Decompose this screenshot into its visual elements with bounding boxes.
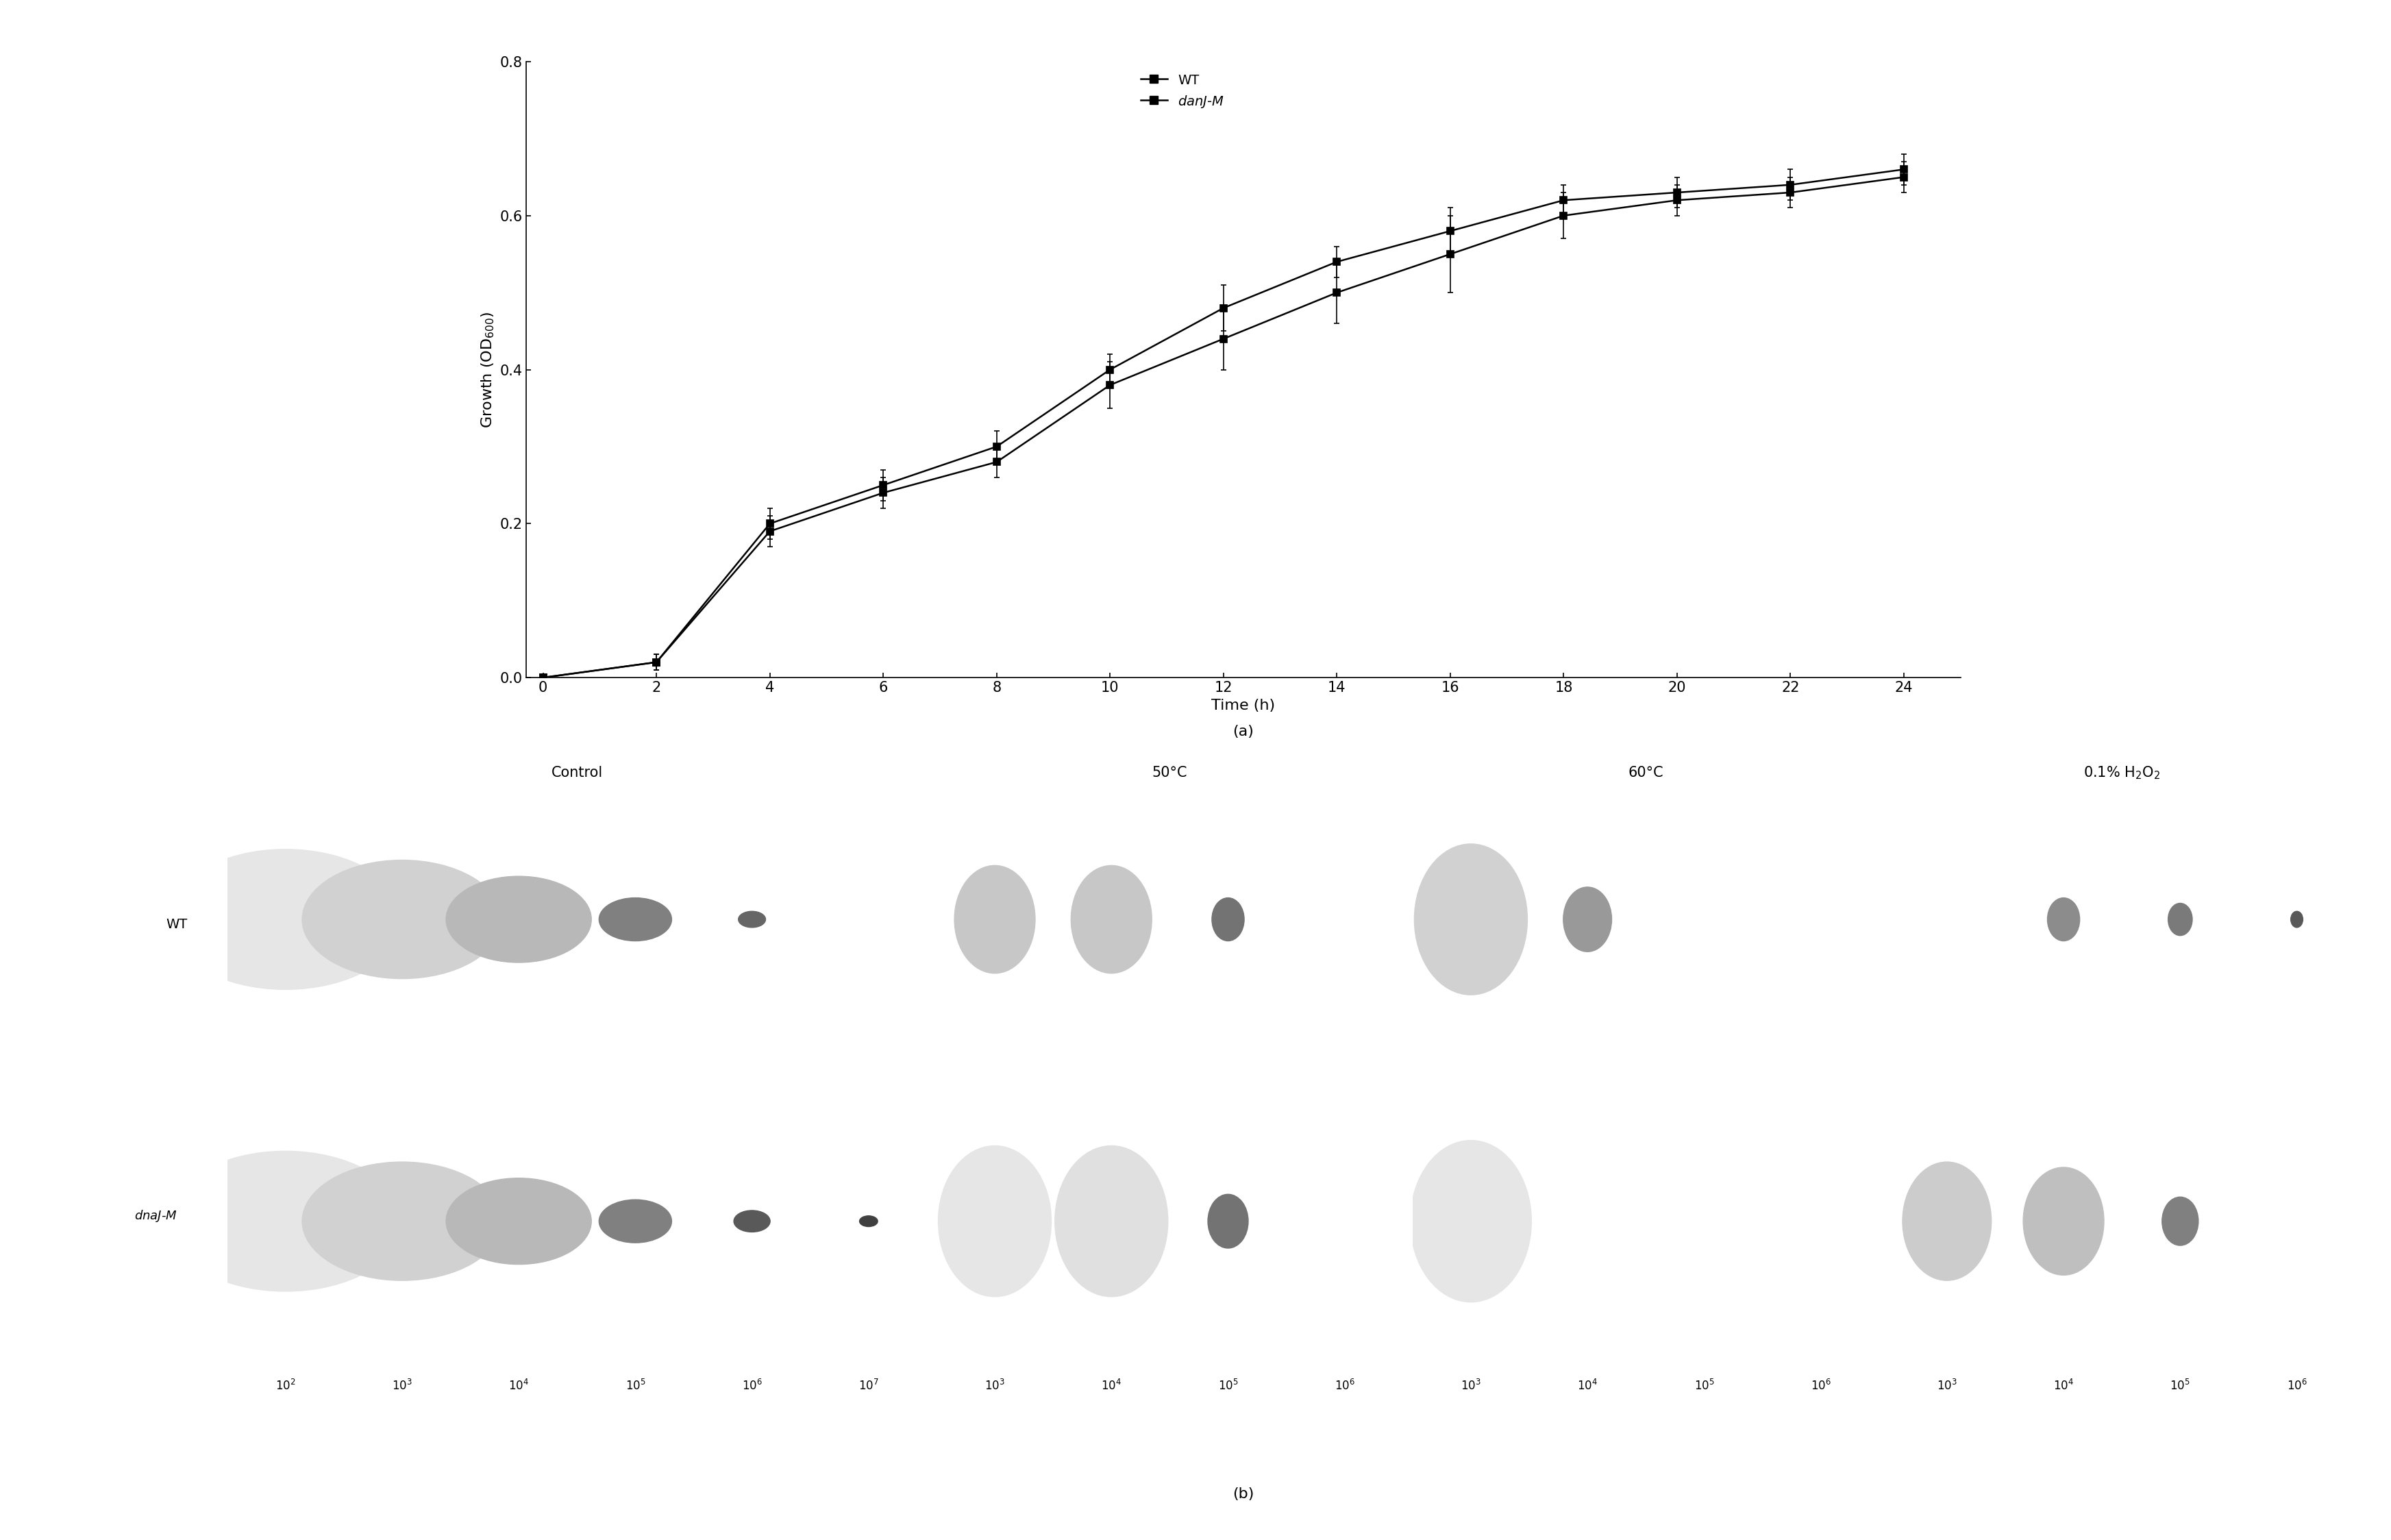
Ellipse shape	[2291, 912, 2303, 927]
Text: (b): (b)	[1234, 1488, 1253, 1500]
Ellipse shape	[1903, 1161, 1992, 1281]
Text: 10$^4$: 10$^4$	[2054, 1380, 2073, 1392]
Ellipse shape	[2161, 1197, 2197, 1246]
Ellipse shape	[1054, 1146, 1167, 1297]
Text: 10$^6$: 10$^6$	[2286, 1380, 2307, 1392]
Ellipse shape	[954, 865, 1035, 973]
X-axis label: Time (h): Time (h)	[1212, 699, 1274, 711]
Ellipse shape	[167, 1152, 404, 1291]
Text: 10$^6$: 10$^6$	[1810, 1380, 1832, 1392]
Text: 10$^4$: 10$^4$	[1102, 1380, 1121, 1392]
Text: 10$^5$: 10$^5$	[2171, 1380, 2190, 1392]
Ellipse shape	[301, 859, 502, 979]
Ellipse shape	[1071, 865, 1152, 973]
Ellipse shape	[167, 850, 404, 990]
Ellipse shape	[734, 1210, 770, 1232]
Ellipse shape	[1207, 1195, 1248, 1247]
Text: 10$^2$: 10$^2$	[275, 1380, 296, 1392]
Ellipse shape	[1212, 898, 1243, 941]
Text: WT: WT	[167, 918, 186, 932]
Ellipse shape	[1415, 844, 1528, 995]
Ellipse shape	[301, 1161, 502, 1281]
Ellipse shape	[858, 1217, 877, 1226]
Ellipse shape	[600, 1200, 672, 1243]
Ellipse shape	[447, 1178, 591, 1264]
Text: Control: Control	[552, 767, 603, 779]
Ellipse shape	[447, 876, 591, 962]
Ellipse shape	[2047, 898, 2080, 941]
Text: 10$^4$: 10$^4$	[509, 1380, 528, 1392]
Ellipse shape	[739, 912, 765, 927]
Text: 10$^5$: 10$^5$	[1217, 1380, 1239, 1392]
Ellipse shape	[1411, 1140, 1530, 1303]
Text: $dnaJ$-$M$: $dnaJ$-$M$	[134, 1209, 177, 1223]
Text: 60°C: 60°C	[1628, 767, 1664, 779]
Text: 10$^3$: 10$^3$	[985, 1380, 1004, 1392]
Text: 10$^3$: 10$^3$	[392, 1380, 411, 1392]
Text: 10$^5$: 10$^5$	[1693, 1380, 1714, 1392]
Text: 0.1% H$_2$O$_2$: 0.1% H$_2$O$_2$	[2083, 765, 2159, 781]
Ellipse shape	[937, 1146, 1052, 1297]
Text: 10$^3$: 10$^3$	[1937, 1380, 1958, 1392]
Text: (a): (a)	[1234, 725, 1253, 738]
Text: 10$^5$: 10$^5$	[624, 1380, 646, 1392]
Text: 10$^7$: 10$^7$	[858, 1380, 880, 1392]
Ellipse shape	[1564, 887, 1612, 952]
Y-axis label: Growth (OD$_{600}$): Growth (OD$_{600}$)	[481, 311, 495, 428]
Text: 10$^6$: 10$^6$	[1334, 1380, 1356, 1392]
Legend: WT, $danJ$-$M$: WT, $danJ$-$M$	[1136, 68, 1229, 114]
Text: 10$^3$: 10$^3$	[1461, 1380, 1480, 1392]
Text: 10$^6$: 10$^6$	[741, 1380, 763, 1392]
Text: 50°C: 50°C	[1152, 767, 1188, 779]
Ellipse shape	[2169, 902, 2193, 936]
Text: 10$^4$: 10$^4$	[1578, 1380, 1597, 1392]
Ellipse shape	[600, 898, 672, 941]
Ellipse shape	[2023, 1167, 2104, 1275]
